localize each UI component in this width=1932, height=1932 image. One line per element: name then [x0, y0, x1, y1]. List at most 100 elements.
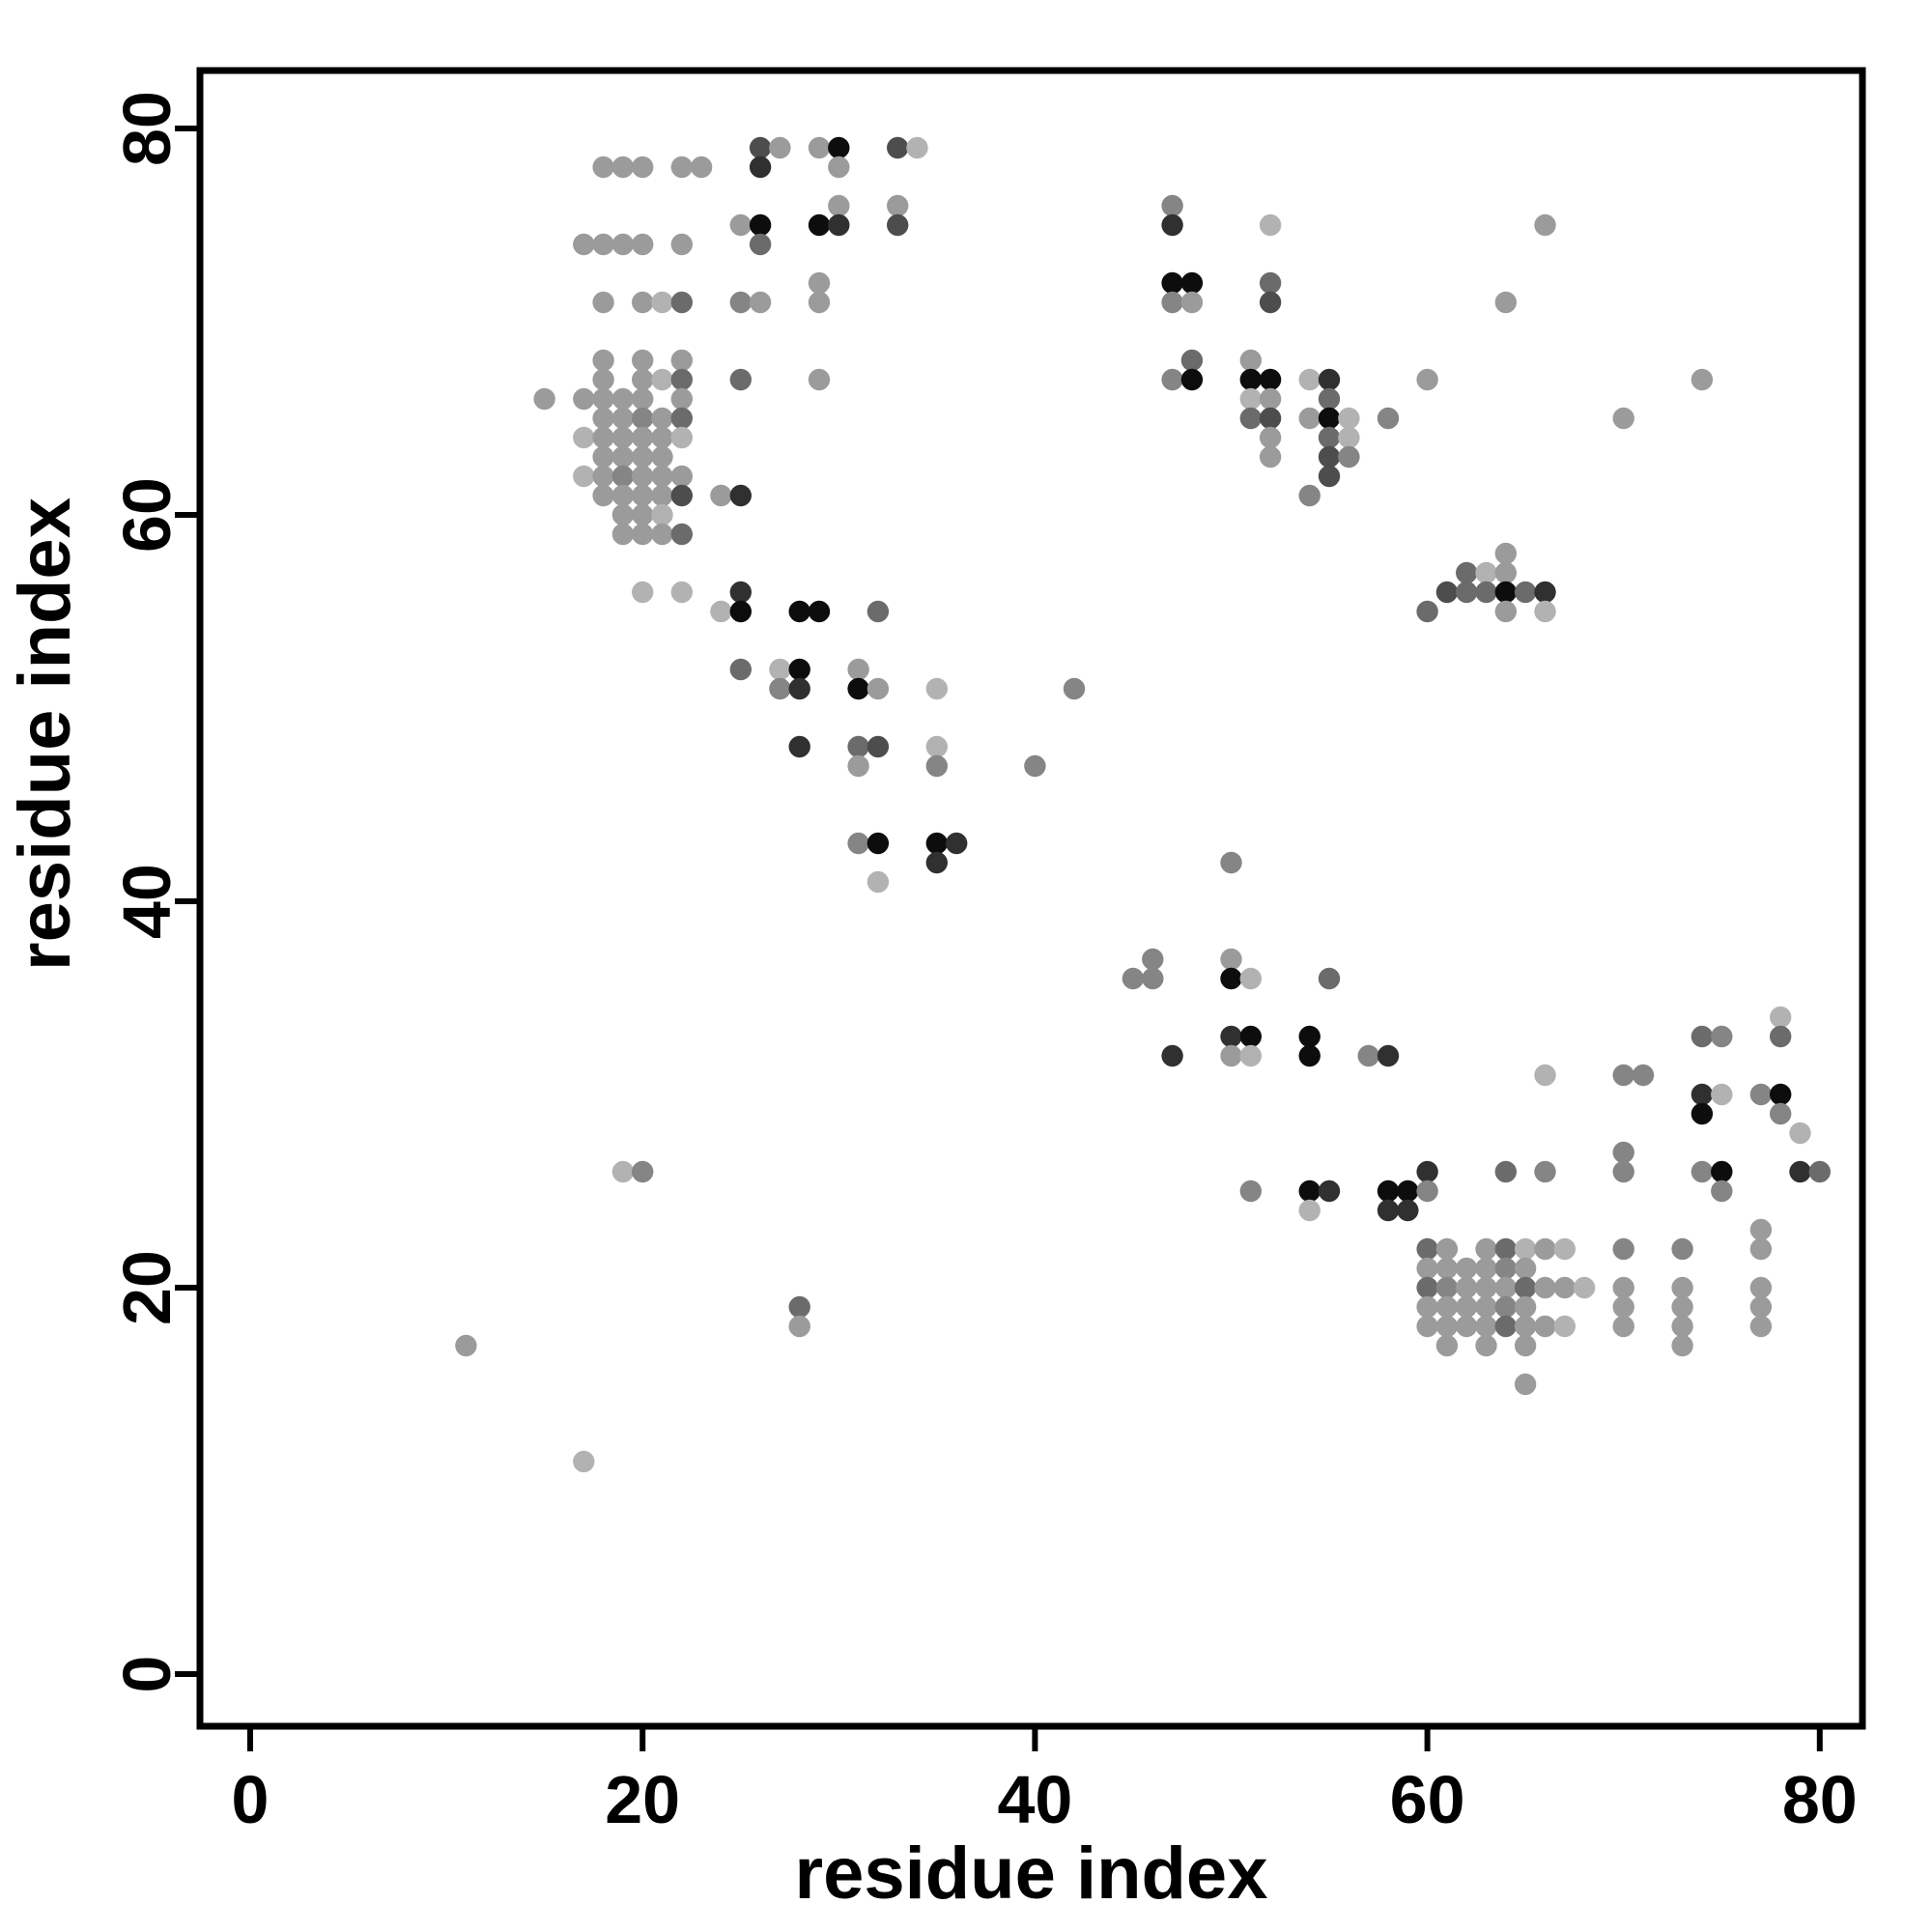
data-point[interactable] [749, 213, 772, 237]
data-point[interactable] [1298, 1179, 1321, 1203]
data-point[interactable] [1338, 426, 1360, 449]
data-point[interactable] [1494, 1160, 1518, 1183]
data-point[interactable] [729, 291, 752, 314]
data-point[interactable] [592, 233, 614, 256]
data-point[interactable] [1749, 1295, 1773, 1319]
data-point[interactable] [749, 233, 772, 256]
data-point[interactable] [592, 407, 614, 430]
data-point[interactable] [455, 1334, 477, 1357]
data-point[interactable] [1749, 1083, 1773, 1106]
data-point[interactable] [1671, 1295, 1693, 1319]
data-point[interactable] [749, 291, 772, 314]
data-point[interactable] [1435, 581, 1459, 604]
data-point[interactable] [670, 581, 693, 604]
data-point[interactable] [533, 387, 555, 411]
data-point[interactable] [592, 368, 614, 391]
data-point[interactable] [925, 677, 948, 700]
data-point[interactable] [788, 658, 810, 681]
data-point[interactable] [632, 581, 654, 604]
data-point[interactable] [651, 445, 673, 469]
data-point[interactable] [1632, 1064, 1655, 1087]
data-point[interactable] [1259, 368, 1282, 391]
data-point[interactable] [729, 368, 752, 391]
data-point[interactable] [808, 291, 831, 314]
data-point[interactable] [1435, 1276, 1459, 1299]
data-point[interactable] [611, 465, 635, 488]
data-point[interactable] [1494, 1315, 1518, 1338]
data-point[interactable] [1239, 1044, 1263, 1067]
data-point[interactable] [1514, 1237, 1537, 1261]
data-point[interactable] [788, 735, 810, 758]
data-point[interactable] [1671, 1237, 1693, 1261]
data-point[interactable] [1259, 426, 1282, 449]
data-point[interactable] [632, 484, 654, 507]
data-point[interactable] [1534, 581, 1556, 604]
data-point[interactable] [867, 735, 890, 758]
data-point[interactable] [1494, 600, 1518, 623]
data-point[interactable] [1416, 600, 1438, 623]
data-point[interactable] [769, 136, 791, 159]
data-point[interactable] [611, 503, 635, 526]
data-point[interactable] [769, 658, 791, 681]
data-point[interactable] [651, 426, 673, 449]
data-point[interactable] [1435, 1295, 1459, 1319]
data-point[interactable] [1416, 1160, 1438, 1183]
data-point[interactable] [670, 233, 693, 256]
data-point[interactable] [611, 484, 635, 507]
data-point[interactable] [1435, 1257, 1459, 1280]
data-point[interactable] [611, 407, 635, 430]
data-point[interactable] [847, 677, 869, 700]
data-point[interactable] [651, 523, 673, 546]
data-point[interactable] [573, 426, 595, 449]
data-point[interactable] [1357, 1044, 1379, 1067]
data-point[interactable] [1122, 967, 1145, 990]
data-point[interactable] [1534, 1064, 1556, 1087]
data-point[interactable] [632, 426, 654, 449]
data-point[interactable] [1671, 1315, 1693, 1338]
data-point[interactable] [808, 213, 831, 237]
data-point[interactable] [867, 677, 890, 700]
data-point[interactable] [710, 484, 732, 507]
data-point[interactable] [1534, 1237, 1556, 1261]
data-point[interactable] [1475, 1295, 1497, 1319]
data-point[interactable] [808, 136, 831, 159]
data-point[interactable] [1494, 1237, 1518, 1261]
data-point[interactable] [729, 484, 752, 507]
data-point[interactable] [1671, 1334, 1693, 1357]
data-point[interactable] [729, 213, 752, 237]
data-point[interactable] [1475, 1315, 1497, 1338]
data-point[interactable] [670, 484, 693, 507]
data-point[interactable] [632, 407, 654, 430]
data-point[interactable] [1377, 407, 1400, 430]
data-point[interactable] [1298, 368, 1321, 391]
data-point[interactable] [1220, 967, 1242, 990]
data-point[interactable] [1180, 271, 1204, 295]
data-point[interactable] [1749, 1315, 1773, 1338]
data-point[interactable] [788, 1295, 810, 1319]
data-point[interactable] [690, 156, 713, 179]
data-point[interactable] [632, 1160, 654, 1183]
data-point[interactable] [1416, 1257, 1438, 1280]
data-point[interactable] [1494, 581, 1518, 604]
data-point[interactable] [925, 754, 948, 778]
data-point[interactable] [828, 213, 850, 237]
data-point[interactable] [788, 1315, 810, 1338]
data-point[interactable] [1377, 1199, 1400, 1222]
data-point[interactable] [670, 349, 693, 372]
data-point[interactable] [1475, 561, 1497, 584]
data-point[interactable] [592, 349, 614, 372]
data-point[interactable] [1612, 1237, 1634, 1261]
data-point[interactable] [1161, 368, 1183, 391]
data-point[interactable] [670, 387, 693, 411]
data-point[interactable] [611, 426, 635, 449]
data-point[interactable] [1318, 445, 1341, 469]
data-point[interactable] [651, 465, 673, 488]
data-point[interactable] [670, 368, 693, 391]
data-point[interactable] [749, 136, 772, 159]
data-point[interactable] [1514, 1334, 1537, 1357]
data-point[interactable] [632, 349, 654, 372]
data-point[interactable] [1534, 1276, 1556, 1299]
data-point[interactable] [1690, 1160, 1714, 1183]
data-point[interactable] [1298, 1044, 1321, 1067]
data-point[interactable] [1534, 600, 1556, 623]
